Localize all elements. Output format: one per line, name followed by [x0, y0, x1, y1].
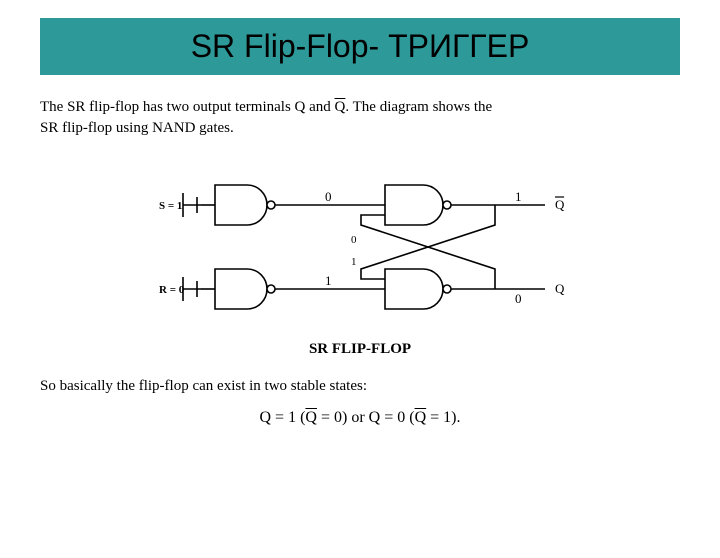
svg-text:0: 0: [351, 234, 357, 246]
svg-text:1: 1: [351, 256, 357, 268]
intro-part1-cont: . The diagram shows the: [345, 99, 492, 115]
eq-p2: = 0) or Q = 0 (: [317, 409, 415, 426]
svg-text:S = 1: S = 1: [159, 200, 182, 212]
intro-qbar: Q: [335, 99, 346, 115]
eq-qbar1: Q: [305, 409, 317, 426]
svg-text:R = 0: R = 0: [159, 284, 185, 296]
eq-p3: = 1).: [426, 409, 460, 426]
states-intro: So basically the flip-flop can exist in …: [40, 378, 680, 395]
svg-text:Q: Q: [555, 281, 565, 296]
svg-text:1: 1: [325, 273, 332, 288]
states-equation: Q = 1 (Q = 0) or Q = 0 (Q = 1).: [0, 409, 720, 427]
intro-part2: SR flip-flop using NAND gates.: [40, 120, 234, 136]
intro-part1: The SR flip-flop has two output terminal…: [40, 99, 335, 115]
svg-text:Q: Q: [555, 197, 565, 212]
svg-text:0: 0: [325, 189, 332, 204]
title-bar: SR Flip-Flop- ТРИГГЕР: [40, 18, 680, 75]
slide-title: SR Flip-Flop- ТРИГГЕР: [191, 28, 530, 64]
eq-p1: Q = 1 (: [260, 409, 306, 426]
intro-text: The SR flip-flop has two output terminal…: [40, 97, 680, 139]
eq-qbar2: Q: [415, 409, 427, 426]
sr-flipflop-diagram: S = 1 R = 0 0 0 1 1 1 0 Q Q: [145, 157, 575, 337]
svg-text:1: 1: [515, 189, 522, 204]
svg-text:0: 0: [515, 291, 522, 306]
diagram-caption: SR FLIP-FLOP: [309, 341, 411, 358]
diagram-container: S = 1 R = 0 0 0 1 1 1 0 Q Q SR FLIP-FLOP: [0, 157, 720, 358]
